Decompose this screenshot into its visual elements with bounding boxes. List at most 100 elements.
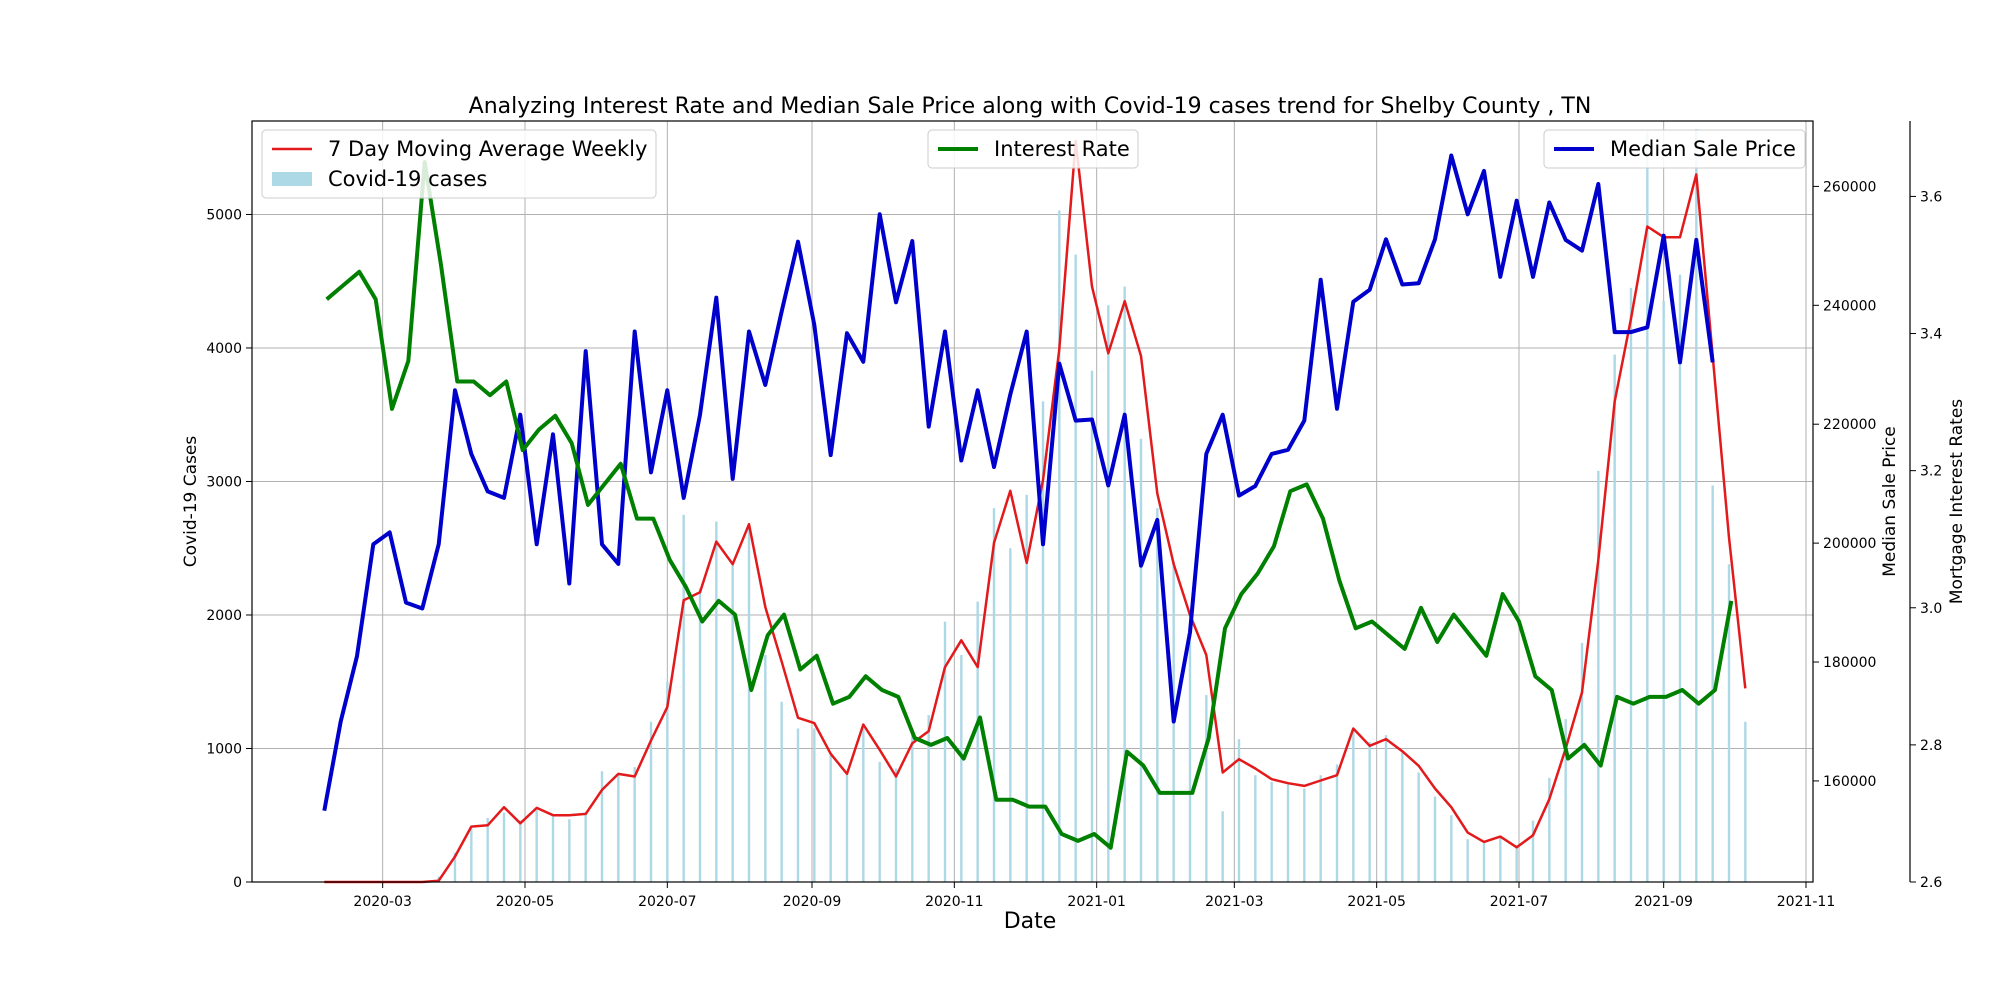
covid-case-bar <box>568 819 571 882</box>
covid-case-bar <box>551 816 555 882</box>
x-tick-label: 2021-11 <box>1777 894 1836 910</box>
covid-case-bar <box>796 728 800 882</box>
covid-case-bar <box>470 828 473 882</box>
covid-case-bar <box>1254 775 1257 882</box>
covid-case-bar <box>1531 820 1535 882</box>
covid-case-bar <box>1303 788 1306 882</box>
legend-label: 7 Day Moving Average Weekly <box>328 137 647 161</box>
median-price-tick-label: 260000 <box>1823 179 1876 195</box>
covid-case-bar <box>1646 131 1649 883</box>
covid-case-bar <box>1450 815 1453 882</box>
covid-case-bar <box>1695 129 1698 883</box>
covid-case-bar <box>878 761 881 882</box>
covid-case-bar <box>1678 274 1682 882</box>
covid-case-bar <box>829 755 832 882</box>
covid-case-bar <box>1074 254 1077 882</box>
median-price-tick-label: 200000 <box>1823 536 1876 552</box>
covid-case-bar <box>1548 777 1551 882</box>
left-tick-label: 5000 <box>206 207 242 223</box>
legend-box <box>1543 129 1806 169</box>
covid-case-bar <box>747 528 751 882</box>
covid-case-bar <box>1515 847 1518 882</box>
legend-box <box>261 129 657 199</box>
x-tick-label: 2020-11 <box>925 894 984 910</box>
covid-case-bar <box>535 809 538 882</box>
covid-case-bar <box>1482 843 1486 882</box>
axes: 2020-03 2020-05 2020-07 2020-09 2020-11 2021-… <box>181 120 1967 910</box>
covid-case-bar <box>1123 286 1126 882</box>
covid-case-bar <box>682 514 685 882</box>
covid-case-bar <box>666 681 669 882</box>
covid-case-bar <box>976 601 979 882</box>
covid-case-bar <box>1613 354 1616 882</box>
covid-case-bar <box>1629 287 1633 882</box>
covid-case-bar <box>1368 741 1371 882</box>
covid-case-bar <box>1319 775 1322 882</box>
legend-label: Covid-19 cases <box>328 167 487 191</box>
covid-case-bar <box>1662 301 1665 883</box>
covid-case-bar <box>1580 643 1584 882</box>
covid-case-bar <box>502 812 506 882</box>
covid-case-bar <box>1221 811 1224 882</box>
covid-case-bar <box>894 768 898 882</box>
covid-case-bar <box>1727 564 1731 882</box>
median-price-axis-label: Median Sale Price <box>1880 426 1900 577</box>
covid-case-bar <box>1352 728 1355 882</box>
covid-case-bar <box>1597 470 1600 882</box>
mortgage-rate-tick-label: 3.6 <box>1920 189 1942 205</box>
covid-case-bar <box>1433 796 1437 882</box>
covid-case-bar <box>1237 739 1241 882</box>
left-tick-label: 2000 <box>206 608 242 624</box>
covid-case-bar <box>633 767 636 882</box>
covid-case-bar <box>1041 401 1045 882</box>
covid-case-bar <box>1744 721 1747 882</box>
mortgage-rate-tick-label: 3.4 <box>1920 327 1942 343</box>
x-tick-label: 2021-05 <box>1347 894 1406 910</box>
x-tick-label: 2021-09 <box>1634 894 1693 910</box>
median-price-tick-label: 220000 <box>1823 417 1876 433</box>
covid-case-bar <box>1335 764 1339 882</box>
covid-case-bar <box>1058 210 1061 883</box>
x-tick-label: 2020-05 <box>496 894 555 910</box>
median-price-tick-label: 180000 <box>1823 655 1876 671</box>
covid-case-bar <box>813 728 816 882</box>
covid-case-bar <box>1107 305 1110 883</box>
covid-case-bar <box>617 775 620 882</box>
legends: 7 Day Moving Average Weekly Covid-19 case… <box>261 129 1806 199</box>
plot-frame <box>251 120 1814 883</box>
legend-label: Interest Rate <box>994 137 1130 161</box>
covid-case-bar <box>862 728 865 882</box>
covid-case-bar <box>519 820 522 882</box>
covid-case-bar <box>649 721 653 882</box>
covid-case-bar <box>1417 772 1420 882</box>
interest-rate-line <box>325 160 1734 850</box>
x-axis-label: Date <box>1004 909 1057 934</box>
legend-swatch-bar <box>272 172 312 186</box>
covid-case-bar <box>1286 784 1290 882</box>
x-tick-label: 2020-03 <box>353 894 412 910</box>
median-sale-price-line <box>322 153 1715 812</box>
covid-case-bar <box>1009 548 1012 882</box>
covid-case-bar <box>1139 438 1143 882</box>
covid-case-bar <box>453 852 457 882</box>
covid-case-bar <box>960 655 963 882</box>
covid-case-bar <box>1090 370 1094 882</box>
covid-case-bar <box>1564 719 1567 882</box>
legend-box <box>927 129 1139 169</box>
covid-case-bar <box>698 588 702 882</box>
covid-case-bar <box>1711 485 1714 882</box>
median-price-tick-label: 160000 <box>1823 774 1876 790</box>
covid-case-bar <box>1025 494 1028 882</box>
mortgage-rate-tick-label: 3.2 <box>1920 464 1942 480</box>
x-tick-label: 2021-01 <box>1067 894 1126 910</box>
left-tick-label: 0 <box>233 875 242 891</box>
left-tick-label: 3000 <box>206 474 242 490</box>
left-tick-label: 1000 <box>206 741 242 757</box>
x-tick-label: 2021-07 <box>1490 894 1549 910</box>
series-lines <box>322 139 1747 884</box>
covid-case-bar <box>584 812 587 882</box>
left-tick-label: 4000 <box>206 341 242 357</box>
covid-case-bar <box>1384 735 1388 882</box>
covid-cases-bars <box>437 129 1747 883</box>
x-tick-label: 2020-09 <box>783 894 842 910</box>
